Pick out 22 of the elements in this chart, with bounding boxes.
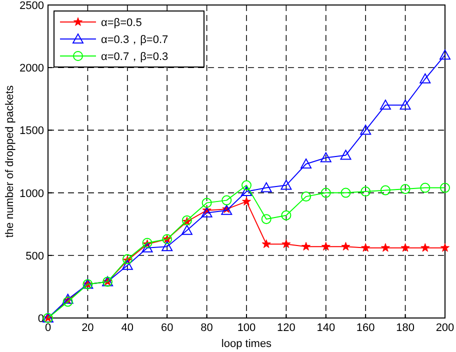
x-tick-label: 80 bbox=[200, 322, 213, 334]
x-tick-label: 200 bbox=[436, 322, 454, 334]
legend-label: α=0.7，β=0.3 bbox=[101, 51, 168, 63]
legend-label: α=0.3，β=0.7 bbox=[101, 34, 168, 46]
y-tick-label: 2000 bbox=[20, 62, 44, 75]
x-axis-title: loop times bbox=[221, 338, 272, 350]
x-tick-label: 40 bbox=[121, 322, 134, 334]
y-tick-label: 2500 bbox=[20, 0, 44, 12]
x-tick-label: 120 bbox=[277, 322, 296, 334]
y-tick-label: 1500 bbox=[20, 125, 44, 138]
x-tick-label: 160 bbox=[356, 322, 375, 334]
x-tick-label: 60 bbox=[160, 322, 174, 334]
x-tick-label: 180 bbox=[396, 322, 414, 334]
x-tick-label: 0 bbox=[44, 322, 52, 334]
y-axis-title: the number of dropped packets bbox=[4, 84, 16, 238]
y-tick-label: 1000 bbox=[20, 188, 44, 200]
x-tick-label: 100 bbox=[237, 322, 256, 334]
legend-label: α=β=0.5 bbox=[101, 17, 142, 29]
x-tick-label: 20 bbox=[82, 322, 94, 334]
x-tick-label: 140 bbox=[316, 322, 336, 334]
y-tick-label: 0 bbox=[38, 313, 44, 325]
y-tick-label: 500 bbox=[26, 250, 44, 262]
